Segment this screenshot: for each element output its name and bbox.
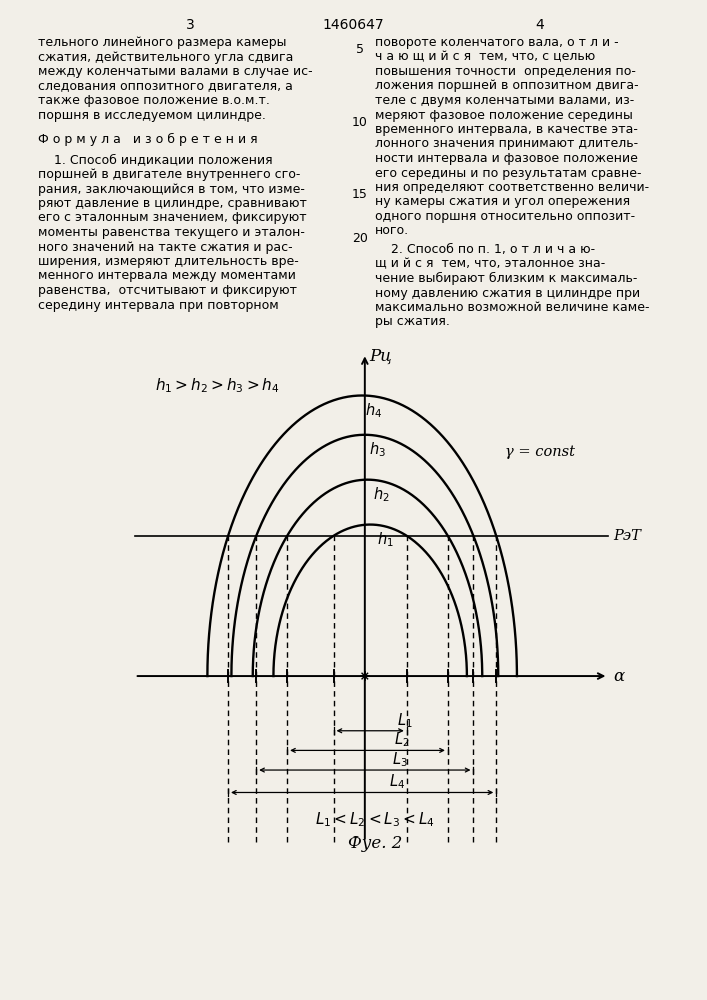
Text: поршней в двигателе внутреннего сго-: поршней в двигателе внутреннего сго- (38, 168, 300, 181)
Text: $h_4$: $h_4$ (366, 401, 382, 420)
Text: $h_2$: $h_2$ (373, 485, 390, 504)
Text: меряют фазовое положение середины: меряют фазовое положение середины (375, 108, 633, 121)
Text: ности интервала и фазовое положение: ности интервала и фазовое положение (375, 152, 638, 165)
Text: моменты равенства текущего и эталон-: моменты равенства текущего и эталон- (38, 226, 305, 239)
Text: $L_4$: $L_4$ (389, 773, 405, 791)
Text: 4: 4 (536, 18, 544, 32)
Text: максимально возможной величине каме-: максимально возможной величине каме- (375, 301, 650, 314)
Text: 15: 15 (352, 188, 368, 201)
Text: ложения поршней в оппозитном двига-: ложения поршней в оппозитном двига- (375, 80, 638, 93)
Text: 1460647: 1460647 (322, 18, 384, 32)
Text: временного интервала, в качестве эта-: временного интервала, в качестве эта- (375, 123, 638, 136)
Text: сжатия, действительного угла сдвига: сжатия, действительного угла сдвига (38, 50, 293, 64)
Text: ряют давление в цилиндре, сравнивают: ряют давление в цилиндре, сравнивают (38, 197, 307, 210)
Text: ширения, измеряют длительность вре-: ширения, измеряют длительность вре- (38, 255, 299, 268)
Text: чение выбирают близким к максималь-: чение выбирают близким к максималь- (375, 272, 638, 285)
Text: также фазовое положение в.о.м.т.: также фазовое положение в.о.м.т. (38, 94, 270, 107)
Text: ч а ю щ и й с я  тем, что, с целью: ч а ю щ и й с я тем, что, с целью (375, 50, 595, 64)
Text: Pц: Pц (370, 348, 392, 365)
Text: $h_1$: $h_1$ (377, 530, 394, 549)
Text: между коленчатыми валами в случае ис-: между коленчатыми валами в случае ис- (38, 65, 312, 78)
Text: его с эталонным значением, фиксируют: его с эталонным значением, фиксируют (38, 212, 307, 225)
Text: Ф о р м у л а   и з о б р е т е н и я: Ф о р м у л а и з о б р е т е н и я (38, 133, 257, 146)
Text: Фуе. 2: Фуе. 2 (348, 835, 402, 852)
Text: его середины и по результатам сравне-: его середины и по результатам сравне- (375, 166, 641, 180)
Text: $L_2$: $L_2$ (395, 731, 410, 749)
Text: 2. Способ по п. 1, о т л и ч а ю-: 2. Способ по п. 1, о т л и ч а ю- (375, 243, 595, 256)
Text: равенства,  отсчитывают и фиксируют: равенства, отсчитывают и фиксируют (38, 284, 297, 297)
Text: ного значений на такте сжатия и рас-: ного значений на такте сжатия и рас- (38, 240, 293, 253)
Text: ну камеры сжатия и угол опережения: ну камеры сжатия и угол опережения (375, 196, 630, 209)
Text: следования оппозитного двигателя, а: следования оппозитного двигателя, а (38, 80, 293, 93)
Text: 10: 10 (352, 116, 368, 129)
Text: $h_3$: $h_3$ (369, 440, 386, 459)
Text: рания, заключающийся в том, что изме-: рания, заключающийся в том, что изме- (38, 182, 305, 196)
Text: $L_3$: $L_3$ (392, 750, 407, 769)
Text: 5: 5 (356, 43, 364, 56)
Text: $L_1 < L_2 < L_3 < L_4$: $L_1 < L_2 < L_3 < L_4$ (315, 811, 435, 829)
Text: ному давлению сжатия в цилиндре при: ному давлению сжатия в цилиндре при (375, 286, 640, 300)
Text: ного.: ного. (375, 225, 409, 237)
Text: повышения точности  определения по-: повышения точности определения по- (375, 65, 636, 78)
Text: одного поршня относительно оппозит-: одного поршня относительно оппозит- (375, 210, 635, 223)
Text: тельного линейного размера камеры: тельного линейного размера камеры (38, 36, 286, 49)
Text: ния определяют соответственно величи-: ния определяют соответственно величи- (375, 181, 649, 194)
Text: поршня в исследуемом цилиндре.: поршня в исследуемом цилиндре. (38, 108, 266, 121)
Text: 3: 3 (186, 18, 194, 32)
Text: PэT: PэT (614, 529, 641, 543)
Text: щ и й с я  тем, что, эталонное зна-: щ и й с я тем, что, эталонное зна- (375, 257, 605, 270)
Text: α: α (614, 668, 625, 685)
Text: ры сжатия.: ры сжатия. (375, 316, 450, 328)
Text: середину интервала при повторном: середину интервала при повторном (38, 298, 279, 312)
Text: γ = const: γ = const (505, 445, 575, 459)
Text: $L_1$: $L_1$ (397, 711, 412, 730)
Text: лонного значения принимают длитель-: лонного значения принимают длитель- (375, 137, 638, 150)
Text: 1. Способ индикации положения: 1. Способ индикации положения (38, 153, 273, 166)
Text: теле с двумя коленчатыми валами, из-: теле с двумя коленчатыми валами, из- (375, 94, 634, 107)
Text: повороте коленчатого вала, о т л и -: повороте коленчатого вала, о т л и - (375, 36, 619, 49)
Text: менного интервала между моментами: менного интервала между моментами (38, 269, 296, 282)
Text: 20: 20 (352, 232, 368, 245)
Text: $h_1 > h_2 > h_3 > h_4$: $h_1 > h_2 > h_3 > h_4$ (155, 376, 279, 395)
